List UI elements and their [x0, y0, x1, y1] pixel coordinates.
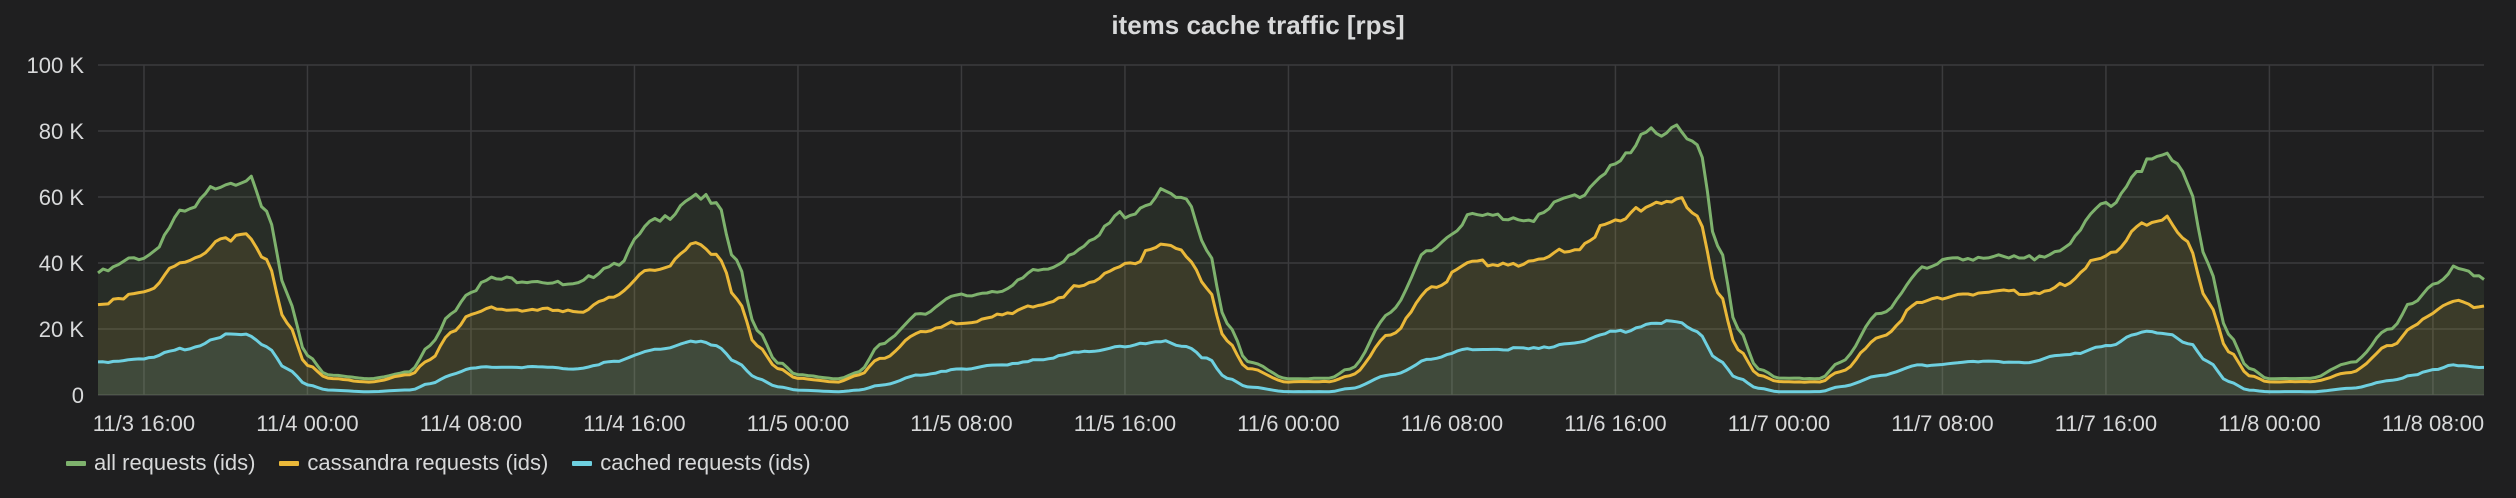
- series-area: [98, 320, 2484, 395]
- x-tick-label: 11/6 08:00: [1401, 411, 1503, 436]
- legend-swatch: [66, 460, 86, 466]
- x-tick-label: 11/4 00:00: [256, 411, 358, 436]
- y-tick-label: 20 K: [39, 317, 85, 342]
- x-axis: 11/3 16:00 11/4 00:00 11/4 08:00 11/4 16:00…: [93, 411, 2484, 436]
- x-tick-label: 11/4 16:00: [583, 411, 685, 436]
- x-tick-label: 11/5 16:00: [1074, 411, 1176, 436]
- series-area: [98, 124, 2484, 396]
- y-tick-label: 100 K: [27, 53, 85, 78]
- series-area: [98, 197, 2484, 395]
- x-tick-label: 11/8 00:00: [2218, 411, 2320, 436]
- y-axis: 0 20 K 40 K 60 K 80 K 100 K: [27, 53, 85, 408]
- x-tick-label: 11/7 08:00: [1891, 411, 1993, 436]
- x-tick-label: 11/6 00:00: [1237, 411, 1339, 436]
- series-layer: [97, 123, 2485, 396]
- grid-lines: [98, 64, 2484, 396]
- series-line: [97, 123, 2485, 381]
- y-tick-label: 0: [72, 383, 84, 408]
- y-tick-label: 40 K: [39, 251, 85, 276]
- y-tick-label: 60 K: [39, 185, 85, 210]
- x-tick-label: 11/7 16:00: [2055, 411, 2157, 436]
- x-tick-label: 11/4 08:00: [420, 411, 522, 436]
- series-line: [97, 196, 2485, 384]
- x-tick-label: 11/5 00:00: [747, 411, 849, 436]
- legend-label: cached requests (ids): [600, 450, 811, 475]
- x-tick-label: 11/5 08:00: [910, 411, 1012, 436]
- x-tick-label: 11/7 00:00: [1728, 411, 1830, 436]
- x-tick-label: 11/3 16:00: [93, 411, 195, 436]
- legend-label: cassandra requests (ids): [307, 450, 549, 475]
- chart-title: items cache traffic [rps]: [1111, 10, 1404, 40]
- legend-item[interactable]: cassandra requests (ids): [279, 450, 548, 476]
- legend-item[interactable]: all requests (ids): [66, 450, 255, 476]
- legend-swatch: [572, 460, 593, 466]
- series-line: [97, 319, 2485, 394]
- x-tick-label: 11/6 16:00: [1564, 411, 1666, 436]
- legend-swatch: [279, 460, 300, 466]
- y-tick-label: 80 K: [39, 119, 85, 144]
- x-tick-label: 11/8 08:00: [2382, 411, 2484, 436]
- legend-label: all requests (ids): [94, 450, 256, 475]
- legend-item[interactable]: cached requests (ids): [572, 450, 811, 476]
- legend: all requests (ids) cassandra requests (id…: [66, 450, 811, 476]
